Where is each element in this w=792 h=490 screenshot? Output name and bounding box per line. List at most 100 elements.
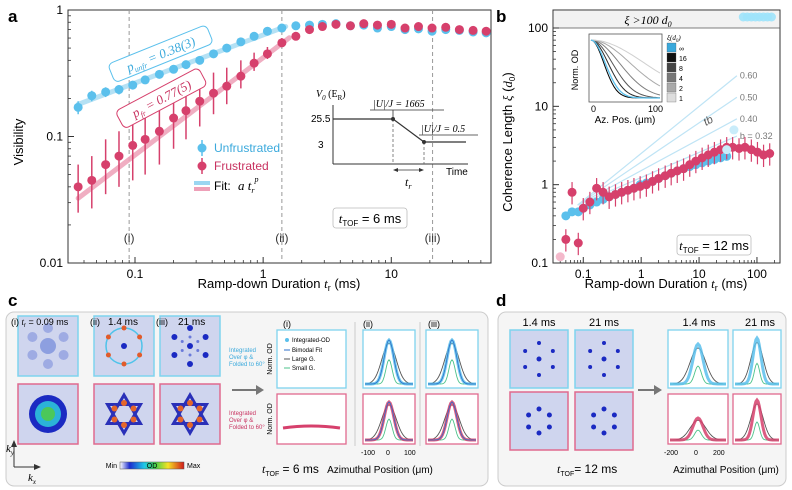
point-a-1-12 — [236, 71, 246, 81]
c-bimodal-fit-0 — [365, 339, 413, 385]
inset-legend-swatch-1 — [666, 52, 677, 63]
d-2-fr-peak-0 — [611, 424, 617, 430]
y-tick-label-b-0: 0.1 — [531, 256, 548, 270]
d-1-fr-peak-5 — [546, 412, 552, 418]
ttof-label-b: tTOF = 12 ms — [679, 238, 749, 255]
x-tick-label-b-3: 100 — [747, 267, 767, 281]
d-1-unf-peak-4 — [537, 341, 541, 345]
point-a-1-11 — [222, 81, 232, 91]
norm-od-label-c-top: Norm. OD — [267, 343, 274, 375]
c-iii-unf-inner-2 — [180, 349, 184, 352]
point-a-1-23 — [386, 19, 396, 29]
point-a-1-10 — [209, 88, 219, 98]
d-1-fr-peak-2 — [526, 424, 532, 430]
d-large-gauss-0 — [670, 347, 726, 385]
c-i-unf-peak-2 — [27, 350, 38, 360]
point-b-1-33 — [765, 148, 775, 158]
inset-legend-label-1: 16 — [679, 56, 687, 63]
c-fr-peak-1-1 — [187, 422, 193, 428]
x-tick-label-b-2: 10 — [692, 267, 706, 281]
d-large-gauss-1 — [735, 342, 779, 385]
point-a-1-1 — [87, 175, 97, 185]
inset-U1: |U|/J = 1665 — [373, 99, 425, 110]
image-c-iii-label: 21 ms — [178, 317, 205, 328]
d-integrated-od-1 — [735, 335, 779, 386]
point-a-0-15 — [277, 23, 287, 33]
c-iii-unf-peak-3 — [171, 334, 178, 340]
d-2-unf-peak-0 — [615, 365, 620, 369]
panel-c: c (i) tr = 0.09 ms (ii) 1.4 ms (iii) 21 … — [5, 291, 489, 487]
y-tick-label-a-1: 0.1 — [46, 130, 63, 144]
point-a-0-13 — [249, 31, 259, 41]
profile-d-2-label: 21 ms — [745, 317, 775, 329]
c-fr-peak-0-1 — [121, 422, 127, 428]
legend-unfrustrated: Unfrustrated — [214, 141, 280, 155]
c-xtick-0: 0 — [386, 450, 390, 457]
c-iii-unf-peak-1 — [187, 361, 193, 367]
ttof-label-c: tTOF = 6 ms — [262, 462, 319, 478]
image-d-2-frustrated — [574, 391, 634, 451]
legend-frustrated: Frustrated — [214, 159, 269, 173]
guide-label-b-1: 0.50 — [740, 92, 758, 102]
d-integrated-od-0 — [670, 341, 726, 386]
k-axes: ky kx — [6, 440, 41, 486]
d-2-unf-peak-4 — [602, 341, 606, 345]
d-1-unf-peak-1 — [537, 373, 541, 377]
subpanel-c-ii: (ii) — [363, 319, 373, 329]
light-point-b-0 — [729, 125, 739, 135]
d-large-gauss-3 — [735, 403, 779, 441]
c-i-unf-peak-1 — [43, 359, 53, 369]
vline-label-a-1: (ii) — [275, 231, 288, 245]
c-iii-unf-inner-0 — [196, 349, 200, 352]
ttof-label-a: tTOF = 6 ms — [339, 211, 402, 228]
c-iii-unf-peak-4 — [187, 325, 193, 331]
point-b-1-3 — [578, 203, 588, 213]
c-ii-unf-peak-2 — [105, 352, 111, 358]
inset-ylabel: V0 (ER) — [316, 89, 346, 102]
guide-label-b-0: 0.60 — [740, 71, 758, 81]
x-tick-label-a-2: 10 — [385, 267, 399, 281]
d-2-unf-peak-3 — [588, 349, 593, 353]
reference-lines-a: (i) (ii) (iii) — [124, 10, 441, 263]
c-fr-peak-1-4 — [187, 400, 193, 406]
y-axis-label-b: Coherence Length ξ (d0) — [500, 72, 517, 211]
profile-curves-c — [282, 337, 477, 442]
c-bimodal-fit-2 — [365, 401, 413, 441]
image-c-iii-index: (iii) — [156, 317, 168, 327]
inset-b: Norm. OD 0 100 Az. Pos. (μm) ξ(d0) ∞ 16 8 4… — [570, 33, 687, 126]
d-1-fr-peak-4 — [536, 406, 542, 412]
inset-b-ylabel: Norm. OD — [570, 49, 580, 90]
c-xtick-100: 100 — [404, 450, 416, 457]
inset-profile-3 — [590, 39, 661, 96]
c-i-unf-center — [40, 338, 56, 354]
x-tick-label-a-0: 0.1 — [127, 267, 144, 281]
c-i-unf-peak-5 — [58, 332, 69, 342]
ttof-box-a: tTOF = 6 ms — [332, 207, 408, 229]
c-ii-unf-peak-4 — [121, 325, 127, 331]
inset-legend-swatch-4 — [666, 82, 677, 93]
c-large-gauss-0 — [364, 342, 414, 385]
point-a-1-6 — [154, 126, 164, 136]
c-ii-unf-peak-5 — [137, 334, 143, 340]
point-a-1-19 — [331, 19, 341, 29]
d-2-unf-peak-5 — [615, 349, 620, 353]
point-a-1-0 — [73, 182, 83, 192]
c-ii-unf-peak-3 — [105, 334, 111, 340]
inset-profile-4 — [590, 39, 661, 87]
norm-od-label-c-bottom: Norm. OD — [267, 403, 274, 435]
inset-U2: |U|/J = 0.5 — [421, 124, 465, 135]
colorbar-max: Max — [187, 463, 201, 470]
c-fr-peak-0-5 — [130, 405, 137, 412]
inset-legend-swatch-5 — [666, 92, 677, 103]
inset-b-legend: ∞ 16 8 4 2 1 — [666, 42, 687, 103]
legend-c-large: Large G. — [292, 357, 316, 363]
subpanel-c-iii: (iii) — [428, 319, 440, 329]
inset-legend-label-3: 4 — [679, 76, 683, 83]
inset-profile-5 — [590, 39, 661, 74]
d-2-fr-peak-5 — [611, 412, 617, 418]
d-1-unf-peak-2 — [523, 365, 528, 369]
inset-b-curves — [590, 39, 661, 99]
inset-legend-swatch-3 — [666, 72, 677, 83]
